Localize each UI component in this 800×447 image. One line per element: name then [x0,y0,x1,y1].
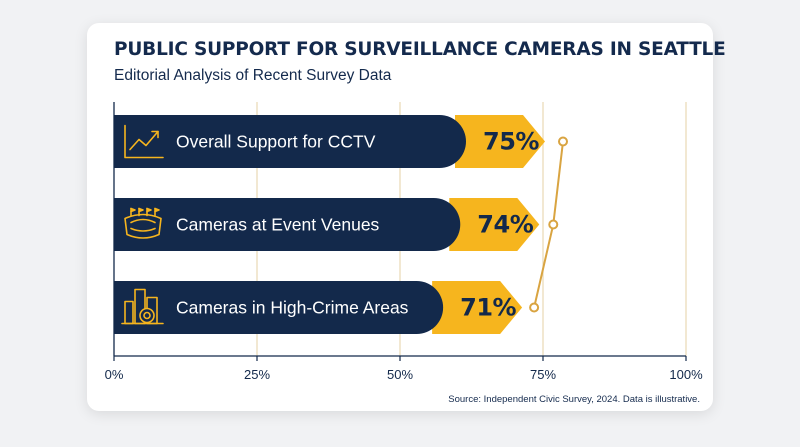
x-axis: 0% 25% 50% 75% 100% [105,102,703,382]
trend-marker [558,136,568,147]
bar-group: Cameras in High-Crime Areas 71% [114,281,523,334]
chart-title: PUBLIC SUPPORT FOR SURVEILLANCE CAMERAS … [114,39,726,60]
category-label: Cameras at Event Venues [176,215,380,235]
x-tick-label: 25% [244,367,270,382]
trend-marker [529,302,540,313]
bar [114,198,461,251]
bar [114,281,444,334]
trend-marker [548,219,559,230]
x-tick-label: 75% [530,367,556,382]
value-label: 74% [477,211,533,239]
x-tick-label: 100% [669,367,703,382]
bar-group: Cameras at Event Venues 74% [114,198,540,251]
trend-line [529,136,568,313]
value-label: 71% [460,294,516,322]
trend-chart-icon [124,124,164,159]
bar-group: Overall Support for CCTV 75% [114,115,545,168]
category-label: Cameras in High-Crime Areas [176,298,409,318]
value-tag [455,115,545,168]
stadium-icon [124,207,162,239]
value-tag [432,281,523,334]
value-tag [449,198,540,251]
city-camera-icon [121,288,164,325]
bar [114,115,466,168]
x-tick-label: 0% [105,367,124,382]
value-label: 75% [483,128,539,156]
category-label: Overall Support for CCTV [176,132,376,152]
chart-subtitle: Editorial Analysis of Recent Survey Data [114,67,392,84]
source-note: Source: Independent Civic Survey, 2024. … [448,394,700,405]
x-tick-label: 50% [387,367,413,382]
